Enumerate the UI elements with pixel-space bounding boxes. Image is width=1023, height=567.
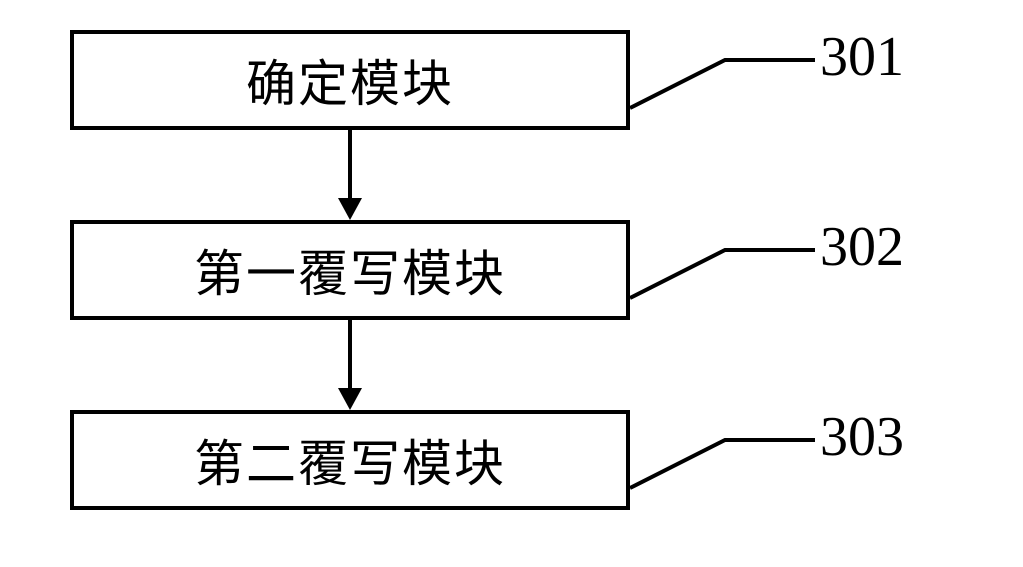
diagram-canvas: 确定模块 第一覆写模块 第二覆写模块 301 302 303 (0, 0, 1023, 567)
block-second-overwrite-label: 第二覆写模块 (194, 424, 506, 496)
arrow-2-line (348, 320, 352, 388)
arrow-2-head (338, 388, 362, 410)
block-first-overwrite-label: 第一覆写模块 (194, 234, 506, 306)
block-second-overwrite: 第二覆写模块 (70, 410, 630, 510)
block-determine: 确定模块 (70, 30, 630, 130)
ref-label-301: 301 (820, 25, 904, 89)
arrow-1-head (338, 198, 362, 220)
arrow-1-line (348, 130, 352, 198)
ref-label-303: 303 (820, 405, 904, 469)
block-first-overwrite: 第一覆写模块 (70, 220, 630, 320)
ref-label-302: 302 (820, 215, 904, 279)
block-determine-label: 确定模块 (246, 44, 454, 116)
